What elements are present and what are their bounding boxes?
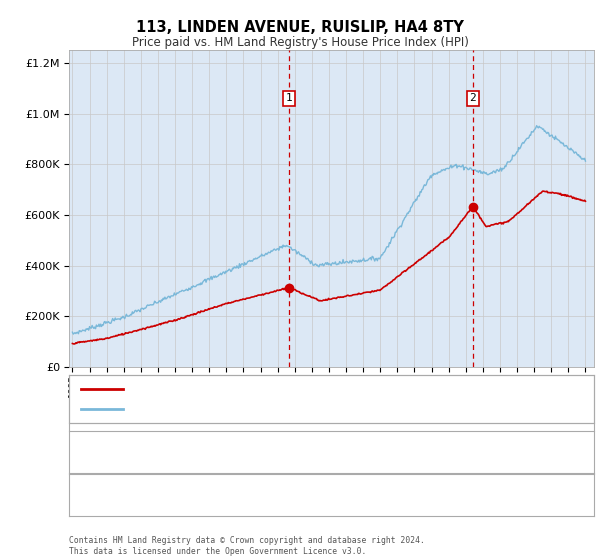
Text: 2: 2 (80, 489, 88, 502)
Text: 113, LINDEN AVENUE, RUISLIP, HA4 8TY (detached house): 113, LINDEN AVENUE, RUISLIP, HA4 8TY (de… (129, 384, 460, 394)
Text: Contains HM Land Registry data © Crown copyright and database right 2024.
This d: Contains HM Land Registry data © Crown c… (69, 536, 425, 556)
Text: 20% ↓ HPI: 20% ↓ HPI (447, 491, 508, 500)
Text: 1: 1 (80, 446, 88, 459)
Text: 1: 1 (286, 94, 292, 104)
Text: Price paid vs. HM Land Registry's House Price Index (HPI): Price paid vs. HM Land Registry's House … (131, 36, 469, 49)
Text: 30-MAY-2018: 30-MAY-2018 (129, 491, 203, 500)
Text: £632,500: £632,500 (321, 491, 375, 500)
Text: 34% ↓ HPI: 34% ↓ HPI (447, 447, 508, 457)
Text: £312,000: £312,000 (321, 447, 375, 457)
Text: HPI: Average price, detached house, Hillingdon: HPI: Average price, detached house, Hill… (129, 404, 416, 414)
Text: 2: 2 (470, 94, 476, 104)
Text: 113, LINDEN AVENUE, RUISLIP, HA4 8TY: 113, LINDEN AVENUE, RUISLIP, HA4 8TY (136, 20, 464, 35)
Text: 30-AUG-2007: 30-AUG-2007 (129, 447, 203, 457)
